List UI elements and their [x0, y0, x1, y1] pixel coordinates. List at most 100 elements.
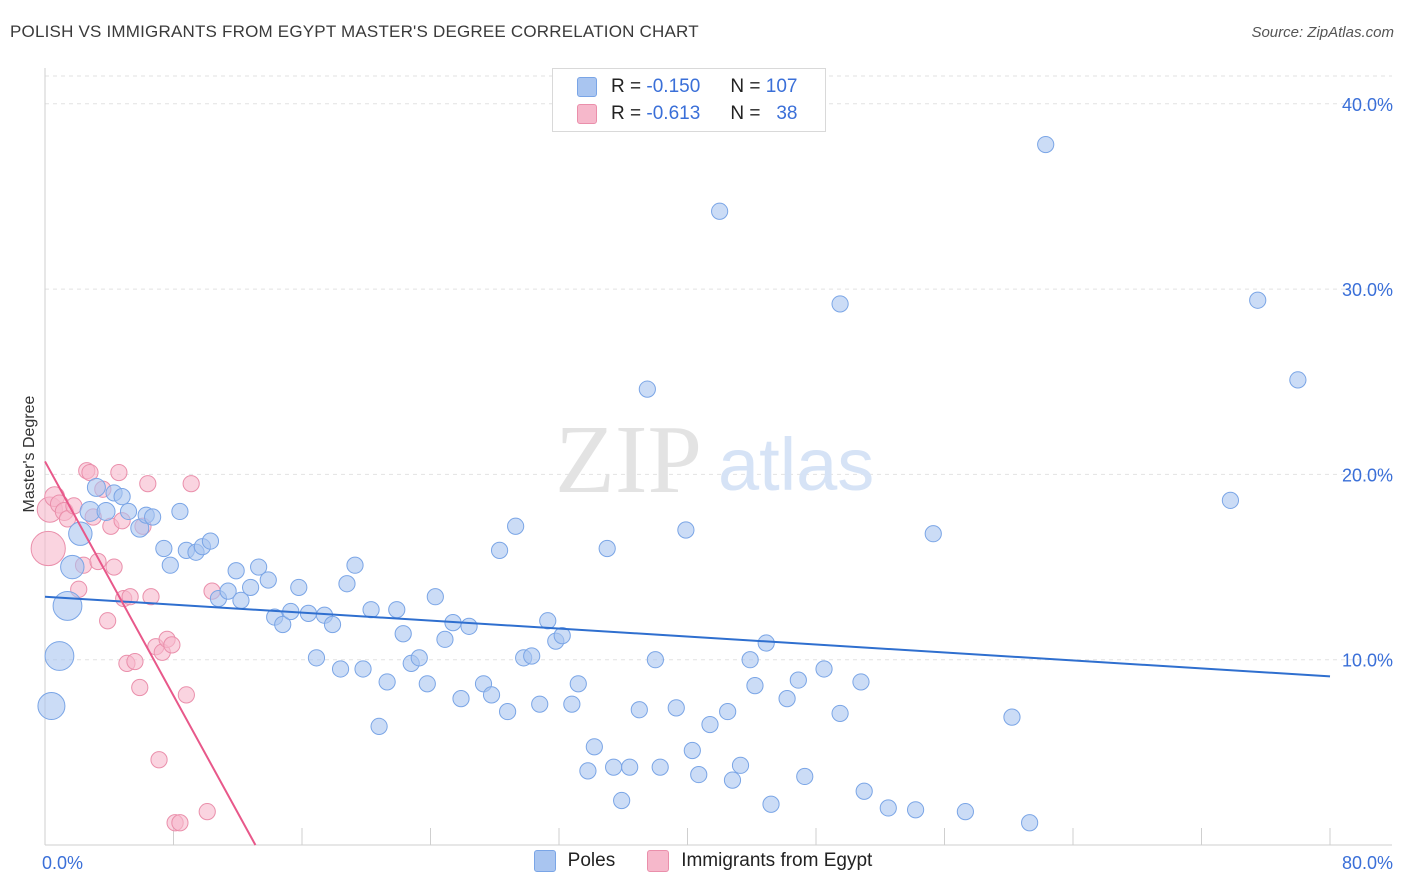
series-label-egypt: Immigrants from Egypt — [681, 850, 873, 871]
x-tick-label: 80.0% — [1342, 853, 1393, 873]
poles-point — [757, 634, 775, 652]
poles-point — [507, 517, 525, 535]
source-label: Source: ZipAtlas.com — [1251, 24, 1394, 41]
poles-point — [585, 738, 603, 756]
legend-row-poles: R = -0.150 N = 107 — [577, 74, 797, 100]
poles-point — [731, 756, 750, 774]
poles-point — [569, 675, 587, 693]
poles-point — [563, 695, 581, 713]
poles-point — [161, 556, 179, 574]
poles-point — [924, 525, 942, 543]
poles-point — [250, 558, 268, 576]
poles-point — [410, 649, 428, 667]
poles-point — [354, 660, 372, 678]
poles-point — [1249, 291, 1267, 309]
poles-point — [1221, 491, 1240, 509]
poles-point — [323, 615, 342, 634]
poles-point — [452, 690, 470, 708]
poles-point — [855, 782, 873, 800]
poles-point — [171, 502, 189, 521]
egypt-point — [198, 803, 216, 821]
series-swatch-egypt — [647, 850, 670, 872]
watermark-zip: ZIP — [555, 406, 702, 514]
poles-point — [418, 675, 436, 693]
poles-point — [144, 508, 162, 526]
poles-point — [331, 660, 350, 678]
poles-point — [388, 601, 406, 619]
egypt-trend-line — [44, 460, 257, 846]
poles-point — [638, 380, 656, 398]
poles-point — [621, 758, 639, 776]
poles-point — [613, 791, 631, 810]
poles-point — [155, 539, 173, 558]
egypt-point — [177, 686, 195, 704]
poles-point — [290, 578, 308, 597]
y-tick-label: 30.0% — [1342, 280, 1393, 300]
x-tick-label: 0.0% — [42, 853, 83, 873]
poles-point — [719, 702, 737, 721]
poles-point — [852, 673, 870, 691]
poles-point — [482, 686, 501, 704]
poles-point — [831, 295, 849, 313]
series-legend: Poles Immigrants from Egypt — [0, 850, 1406, 872]
poles-point — [746, 677, 764, 695]
poles-point — [499, 702, 517, 721]
poles-point — [37, 692, 66, 721]
poles-point — [815, 660, 833, 678]
poles-point — [796, 767, 814, 786]
legend-swatch-poles — [577, 77, 597, 97]
poles-point — [426, 588, 444, 606]
poles-point — [227, 562, 245, 580]
poles-point — [338, 575, 356, 593]
legend-n-value: 38 — [776, 103, 798, 124]
poles-point — [86, 477, 106, 497]
poles-point — [630, 701, 648, 719]
poles-point — [690, 765, 708, 784]
poles-point — [651, 758, 669, 776]
egypt-point — [171, 814, 189, 832]
poles-point — [1289, 371, 1307, 389]
correlation-legend: R = -0.150 N = 107 R = -0.613 N = 38 — [552, 68, 826, 132]
poles-point — [778, 690, 796, 708]
egypt-point — [99, 612, 117, 630]
legend-n-value: 107 — [765, 76, 798, 97]
poles-point — [956, 803, 974, 821]
poles-trend-line — [44, 595, 1331, 678]
poles-point — [711, 202, 729, 220]
legend-n-label: N = — [730, 76, 761, 97]
poles-point — [219, 582, 237, 600]
poles-point — [60, 554, 85, 580]
poles-point — [394, 625, 412, 643]
egypt-point — [30, 530, 66, 567]
series-legend-poles: Poles — [533, 850, 616, 872]
poles-point — [906, 801, 925, 819]
watermark-atlas: atlas — [718, 423, 874, 506]
y-tick-label: 20.0% — [1342, 465, 1393, 485]
poles-point — [259, 571, 277, 589]
tick-labels: 10.0% 20.0% 30.0% 40.0% 0.0% 80.0% — [42, 95, 1393, 873]
poles-point — [44, 641, 75, 671]
poles-point — [201, 532, 220, 550]
series-label-poles: Poles — [567, 850, 616, 871]
poles-point — [460, 617, 478, 635]
legend-r-label: R = — [611, 76, 642, 97]
poles-point — [242, 578, 260, 597]
legend-swatch-egypt — [577, 104, 597, 124]
poles-point — [553, 627, 571, 645]
poles-point — [436, 630, 454, 648]
poles-point — [539, 612, 557, 630]
poles-point — [667, 699, 685, 717]
poles-point — [741, 651, 759, 669]
legend-r-label: R = — [611, 103, 642, 124]
poles-point — [307, 649, 326, 667]
poles-point — [683, 741, 701, 760]
egypt-point — [126, 652, 144, 671]
egypt-point — [110, 463, 128, 482]
series-legend-egypt: Immigrants from Egypt — [647, 850, 872, 872]
poles-point — [605, 758, 623, 776]
egypt-point — [131, 678, 149, 697]
poles-point — [370, 717, 388, 736]
egypt-point — [142, 588, 160, 606]
poles-point — [879, 799, 897, 817]
